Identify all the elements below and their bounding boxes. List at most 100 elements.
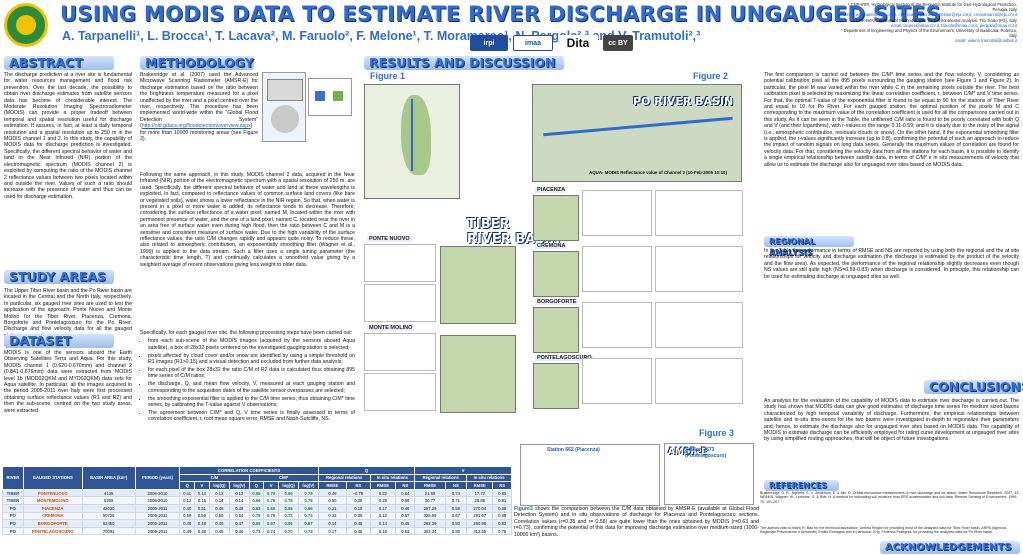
correlation-table: RIVER GAUGED STATIONS BASIN AREA (km²) P… <box>2 466 512 536</box>
col-area: BASIN AREA (km²) <box>81 466 136 490</box>
value-cell: 0.17 <box>369 503 397 513</box>
subcol-header: log(Q) <box>208 481 230 490</box>
value-cell: 0.51 <box>194 503 210 513</box>
step-item: The agreement between C/M* and Q, V time… <box>148 410 355 423</box>
value-cell: -0.78 <box>346 488 371 498</box>
methodology-heading: METHODOLOGY <box>140 56 254 70</box>
col-q-regional: Regional relations <box>317 473 371 483</box>
figure-3-caption: Figure3 shows the comparison between the… <box>514 506 759 550</box>
figure-3-ref: Figure3 <box>514 506 533 512</box>
table-row: PO BORGOFORTE 62450 2005-2011 0.48 0.48 0.46 0.… <box>2 519 512 528</box>
regional-heading: REGIONAL ANALYSIS <box>764 236 854 257</box>
value-cell: 0.48 <box>194 526 210 536</box>
cc-license-icon: cc BY <box>603 35 633 51</box>
value-cell: 0.66 <box>492 503 512 513</box>
value-cell: 0.22 <box>369 488 397 498</box>
acknowledgements-text: The authors wish to thank R. Bao for the… <box>760 526 1006 535</box>
river-cell: TIBER <box>2 488 24 498</box>
tiber-basin-title-1: TIBER <box>467 217 510 232</box>
value-cell: 42030 <box>81 503 136 513</box>
value-cell: 4135 <box>81 488 136 498</box>
value-cell: 0.21 <box>317 503 348 513</box>
value-cell: 0.66 <box>277 519 300 528</box>
station-borgoforte: BORGOFORTE <box>535 299 579 305</box>
value-cell: 50726 <box>81 511 136 521</box>
value-cell: 0.65 <box>248 519 265 528</box>
value-cell: 0.15 <box>194 496 210 505</box>
value-cell: 0.45 <box>395 519 416 528</box>
value-cell: 0.48 <box>194 519 210 528</box>
affiliation-2: ² CNR-IMAA, Institute of Methodologies f… <box>853 17 1017 23</box>
gdacs-link[interactable]: http://old.gdacs.org/floodetection/overv… <box>141 123 251 130</box>
tiber-basin-map <box>364 84 460 199</box>
value-cell: 17.72 <box>466 488 494 498</box>
value-cell: 0.66 <box>248 496 265 505</box>
methodology-intro-tail: ) for more than 10000 monitoring areas (… <box>140 123 258 143</box>
pontelagoscuro-scatter-plot <box>582 358 652 404</box>
col-q: Q <box>317 466 416 475</box>
station-cell: PIACENZA <box>22 503 83 513</box>
value-cell: 0.54 <box>228 511 250 521</box>
value-cell: 0.13 <box>369 511 397 521</box>
value-cell: 0.74 <box>444 488 468 498</box>
value-cell: 0.14 <box>228 496 250 505</box>
col-v-insitu: In situ relations <box>466 473 512 483</box>
value-cell: 0.76 <box>248 511 265 521</box>
figure-3-label: Figure 3 <box>699 428 735 438</box>
value-cell: 0.66 <box>298 503 319 513</box>
value-cell: 2005-2011 <box>134 526 181 536</box>
value-cell: 0.79 <box>277 496 300 505</box>
affiliation-3-email[interactable]: email: valerio.tramutoli@unibas.it <box>955 38 1017 44</box>
col-stations: GAUGED STATIONS <box>22 466 83 490</box>
table-row: TIBER MONTEMOLINO 5269 2006-2010 0.12 0.15 0.1… <box>2 496 512 505</box>
affiliation-2-email[interactable]: email: lacava@imaa.cnr.it, faruolo@imaa.… <box>891 22 1017 28</box>
value-cell: 0.14 <box>208 496 230 505</box>
piacenza-timeseries <box>655 190 743 236</box>
value-cell: 0.59 <box>444 503 468 513</box>
value-cell: 328.99 <box>414 511 446 521</box>
value-cell: 28.86 <box>466 496 494 505</box>
figure-3-caption-text: shows the comparison between the C/M dat… <box>514 506 759 538</box>
value-cell: 262.39 <box>414 519 446 528</box>
subcol-header: RMSE <box>317 481 348 490</box>
university-seal-icon <box>4 3 48 47</box>
dataset-heading: DATASET <box>4 334 114 348</box>
col-v: V <box>414 466 512 475</box>
river-cell: PO <box>2 511 24 521</box>
value-cell: 0.53 <box>395 526 416 536</box>
value-cell: 0.58 <box>395 496 416 505</box>
subcol-header: NS <box>492 481 512 490</box>
station-pontelagoscuro: PONTELAGOSCURO <box>535 355 594 361</box>
value-cell: 0.80 <box>444 526 468 536</box>
affiliation-1-email[interactable]: email: a.tarpanelli@irpi.cnr.it, l.brocc… <box>843 12 1017 18</box>
aqua-caption: AQUA- MODIS Reflectance value of Channel… <box>589 170 727 175</box>
station-cell: MONTEMOLINO <box>22 496 83 505</box>
cremona-scatter-plot <box>582 246 652 292</box>
col-v-regional: Regional relations <box>414 473 468 483</box>
subcol-header: NS <box>444 481 468 490</box>
partner-logos: irpi imaa Dita cc BY <box>470 34 633 52</box>
site2-title: Station 2673 (Pontelagoscuro) <box>685 447 727 459</box>
steps-intro: Specifically, for each gauged river site… <box>140 330 353 336</box>
processing-steps-list: from each sub-scene of the MODIS images … <box>148 338 355 422</box>
value-cell: 2006-2010 <box>134 488 181 498</box>
value-cell: 0.79 <box>298 488 319 498</box>
figure-1-label: Figure 1 <box>370 71 406 81</box>
value-cell: 0.80 <box>444 519 468 528</box>
subcol-header: Q <box>248 481 265 490</box>
abstract-heading: ABSTRACT <box>4 56 114 70</box>
pontelagoscuro-pixel-map <box>533 363 579 409</box>
poster-title: USING MODIS DATA TO ESTIMATE RIVER DISCH… <box>60 2 942 26</box>
value-cell: 0.56 <box>208 511 230 521</box>
value-cell: 0.47 <box>228 519 250 528</box>
piacenza-pixel-map <box>533 195 579 241</box>
value-cell: 0.46 <box>208 519 230 528</box>
value-cell: 70091 <box>81 526 136 536</box>
subcol-header: RMSE <box>414 481 446 490</box>
value-cell: 0.79 <box>492 526 512 536</box>
value-cell: 0.70 <box>277 526 300 536</box>
subcol-header: RMSE <box>466 481 494 490</box>
regional-text: In the Table the performance in terms of… <box>764 248 1019 280</box>
value-cell: 297.29 <box>414 503 446 513</box>
value-cell: 0.56 <box>194 511 210 521</box>
